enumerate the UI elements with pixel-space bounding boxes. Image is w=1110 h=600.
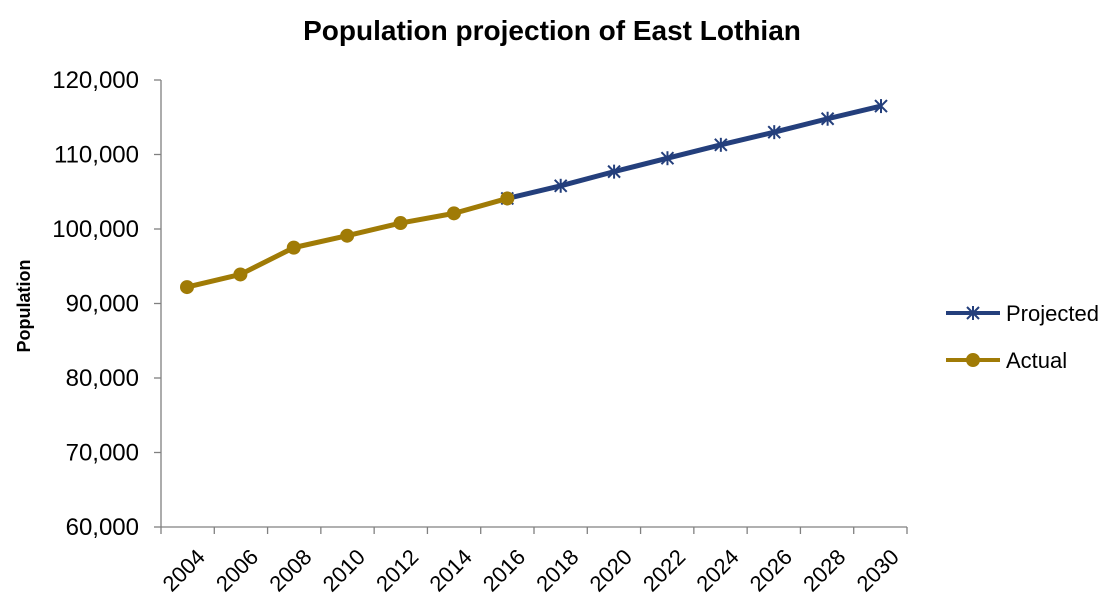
x-tick-label: 2006 <box>211 544 263 596</box>
legend-item-actual: Actual <box>946 348 1067 373</box>
data-point-projected <box>714 137 728 152</box>
x-tick-label: 2026 <box>745 544 797 596</box>
x-tick-label: 2018 <box>531 544 583 596</box>
legend-actual-label: Actual <box>1006 348 1067 373</box>
x-tick-label: 2020 <box>585 544 637 596</box>
data-point-projected <box>767 125 781 140</box>
y-tick-label: 60,000 <box>66 514 139 541</box>
x-tick-label: 2016 <box>478 544 530 596</box>
x-tick-label: 2014 <box>424 544 476 596</box>
data-point-projected <box>820 111 835 126</box>
data-point-projected <box>607 164 621 179</box>
x-tick-label: 2012 <box>371 544 423 596</box>
series-layer <box>180 99 888 295</box>
legend-projected-marker <box>966 306 980 320</box>
legend-item-projected: Projected <box>946 301 1099 326</box>
legend-actual-marker <box>966 353 980 367</box>
data-point-projected <box>553 178 568 193</box>
x-tick-label: 2010 <box>318 544 370 596</box>
x-axis-ticks: 2004 2006 2008 2010 2012 2014 2016 2018 2020 2022… <box>158 527 908 596</box>
data-point-actual <box>340 228 355 243</box>
y-tick-label: 110,000 <box>54 142 139 169</box>
legend-projected-label: Projected <box>1006 301 1099 326</box>
y-tick-label: 70,000 <box>66 440 139 467</box>
legend-marker-actual <box>966 353 980 367</box>
data-point-projected <box>874 99 888 114</box>
data-point-actual <box>500 191 515 206</box>
y-tick-label: 100,000 <box>52 216 139 243</box>
axes <box>160 80 907 528</box>
series-line-projected <box>506 103 882 201</box>
data-point-actual <box>180 280 194 295</box>
y-tick-label: 80,000 <box>66 365 139 392</box>
x-tick-label: 2022 <box>638 544 690 596</box>
legend: Projected Actual <box>946 301 1099 373</box>
x-tick-label: 2028 <box>798 544 850 596</box>
chart-title: Population projection of East Lothian <box>303 15 801 46</box>
x-tick-label: 2030 <box>852 544 904 596</box>
x-tick-label: 2004 <box>158 544 210 596</box>
data-point-actual <box>446 206 461 221</box>
x-tick-label: 2024 <box>691 544 743 596</box>
y-tick-label: 90,000 <box>66 291 139 318</box>
data-point-actual <box>286 240 301 255</box>
y-axis-ticks: 60,000 70,000 80,000 90,000 100,000 110,000 12… <box>52 67 161 541</box>
legend-marker-projected <box>966 306 980 320</box>
x-tick-label: 2008 <box>264 544 316 596</box>
y-tick-label: 120,000 <box>52 67 139 94</box>
y-axis-label: Population <box>14 260 34 353</box>
data-point-actual <box>393 216 408 231</box>
data-point-projected <box>660 151 675 166</box>
data-point-actual <box>233 267 248 282</box>
